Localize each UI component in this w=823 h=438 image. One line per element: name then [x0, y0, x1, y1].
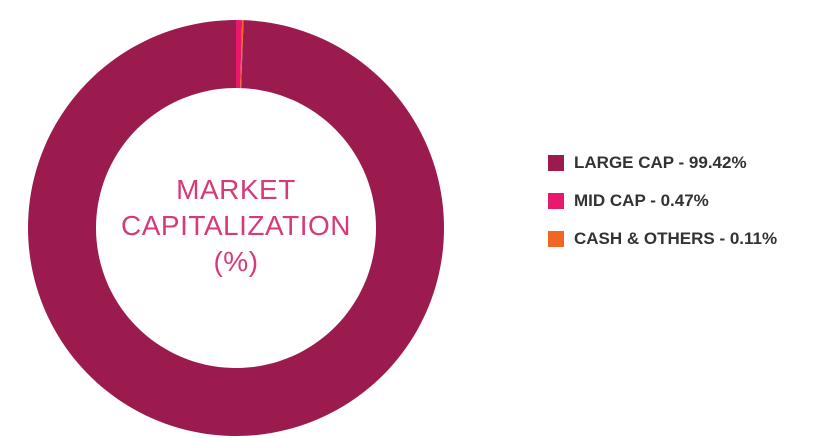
legend-label-large-cap: LARGE CAP - 99.42% [574, 153, 747, 172]
legend-swatch-large-cap [548, 155, 564, 171]
chart-center-title: MARKET CAPITALIZATION (%) [86, 172, 386, 280]
legend-swatch-mid-cap [548, 193, 564, 209]
legend-swatch-cash-others [548, 231, 564, 247]
legend-label-mid-cap: MID CAP - 0.47% [574, 191, 709, 210]
center-title-line-2: CAPITALIZATION [121, 210, 351, 241]
slice-mid-cap [236, 20, 243, 89]
slice-cash-others [240, 20, 244, 89]
slice-large-cap [28, 20, 444, 437]
legend-item-mid-cap: MID CAP - 0.47% [548, 188, 818, 214]
chart-legend: LARGE CAP - 99.42% MID CAP - 0.47% CASH … [548, 150, 818, 264]
legend-item-large-cap: LARGE CAP - 99.42% [548, 150, 818, 176]
center-title-line-1: MARKET [176, 174, 296, 205]
legend-label-cash-others: CASH & OTHERS - 0.11% [574, 229, 778, 248]
center-title-line-3: (%) [213, 246, 259, 277]
legend-item-cash-others: CASH & OTHERS - 0.11% [548, 226, 818, 252]
